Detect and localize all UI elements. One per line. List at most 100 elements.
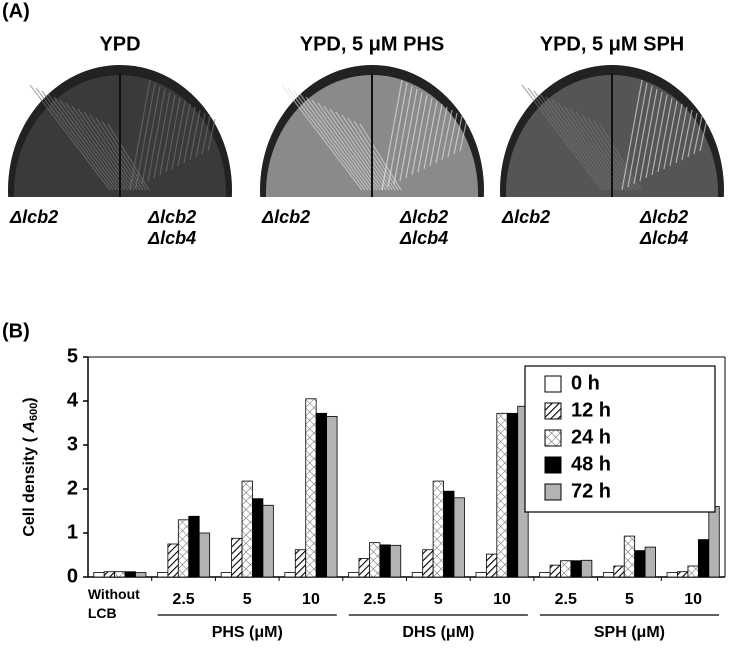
- streak: [207, 118, 216, 152]
- bar: [644, 546, 656, 578]
- streak: [399, 88, 418, 182]
- y-axis-label: Cell density ( A600): [21, 397, 40, 536]
- x-tick-label: 2.5: [555, 591, 577, 608]
- x-tick-label: 5: [243, 591, 252, 608]
- streak: [687, 112, 698, 158]
- legend-label: 0 h: [571, 372, 600, 394]
- y-label-part: Cell density (: [21, 433, 38, 537]
- bar: [124, 571, 136, 578]
- streak: [41, 90, 117, 191]
- bar: [369, 542, 381, 578]
- bar: [389, 544, 402, 578]
- legend-label: 24 h: [571, 426, 611, 448]
- streak: [429, 103, 443, 167]
- streak: [287, 87, 366, 191]
- streak: [627, 82, 648, 188]
- x-label-box: Without LCB: [87, 586, 140, 621]
- bar: [549, 564, 561, 578]
- streak: [545, 96, 615, 191]
- streak: [35, 87, 114, 191]
- bar: [358, 558, 370, 578]
- bar: [581, 559, 593, 578]
- x-tick-label: Without LCB: [87, 586, 140, 621]
- streak: [77, 108, 135, 191]
- bar: [114, 571, 126, 578]
- bar: [708, 506, 720, 578]
- x-tick-label: 10: [302, 591, 320, 608]
- bar: [348, 572, 360, 578]
- streak: [575, 111, 630, 191]
- y-tick-label: 4: [67, 389, 79, 411]
- streak: [681, 109, 693, 161]
- bar: [432, 480, 444, 578]
- bar: [305, 398, 317, 578]
- bar: [422, 549, 434, 578]
- streak: [293, 90, 369, 191]
- bar: [443, 490, 455, 578]
- bar: [262, 504, 274, 578]
- streak: [459, 118, 468, 152]
- bar: [379, 544, 391, 578]
- bar: [157, 572, 169, 578]
- streak: [387, 82, 408, 188]
- group-label: PHS (μM): [212, 624, 283, 641]
- streak: [107, 123, 150, 191]
- streak: [657, 97, 673, 173]
- y-tick-label: 0: [67, 565, 78, 587]
- strain-label: Δlcb2: [399, 207, 448, 227]
- x-tick-label: 10: [684, 591, 702, 608]
- plate-title: YPD, 5 μM PHS: [300, 33, 445, 55]
- legend-swatch: [544, 483, 562, 501]
- streak: [563, 105, 624, 191]
- streak: [311, 99, 378, 191]
- streak: [633, 85, 653, 185]
- streak: [569, 108, 627, 191]
- bar: [103, 571, 116, 578]
- bar: [198, 532, 211, 578]
- streak: [435, 106, 448, 164]
- streak: [147, 88, 166, 182]
- legend-swatch: [544, 456, 562, 474]
- streak: [699, 118, 708, 152]
- bar: [220, 572, 232, 578]
- strain-label: Δlcb4: [639, 228, 688, 248]
- streak: [141, 85, 161, 185]
- streak: [411, 94, 428, 176]
- y-label-part: ): [21, 397, 38, 402]
- streak: [281, 84, 363, 191]
- strain-label: Δlcb2: [147, 207, 196, 227]
- plate-title: YPD, 5 μM SPH: [540, 33, 685, 55]
- bar: [93, 572, 105, 578]
- bar: [506, 412, 519, 578]
- streak: [621, 79, 643, 191]
- bar: [241, 480, 253, 578]
- y-tick-label: 1: [67, 521, 78, 543]
- bar: [485, 553, 498, 578]
- y-label-part: 600: [28, 403, 40, 421]
- plate-title: YPD: [99, 33, 140, 55]
- streak: [59, 99, 126, 191]
- streak: [663, 100, 678, 170]
- bar: [252, 498, 264, 578]
- streak: [335, 111, 390, 191]
- streak: [645, 91, 663, 179]
- y-tick-label: 5: [67, 345, 78, 367]
- streak: [201, 115, 211, 155]
- x-tick-label: 5: [625, 591, 634, 608]
- streak: [165, 97, 181, 173]
- streak: [53, 96, 123, 191]
- streak: [533, 90, 609, 191]
- streak: [393, 85, 413, 185]
- streak: [65, 102, 129, 191]
- bar: [411, 572, 424, 578]
- streak: [557, 102, 621, 191]
- bar: [570, 560, 582, 578]
- streak: [441, 109, 453, 161]
- bar: [326, 415, 338, 578]
- y-tick-label: 3: [67, 433, 78, 455]
- streak: [521, 84, 603, 191]
- streak: [323, 105, 384, 191]
- streak: [135, 82, 156, 188]
- bar: [135, 572, 147, 578]
- bar: [666, 572, 678, 578]
